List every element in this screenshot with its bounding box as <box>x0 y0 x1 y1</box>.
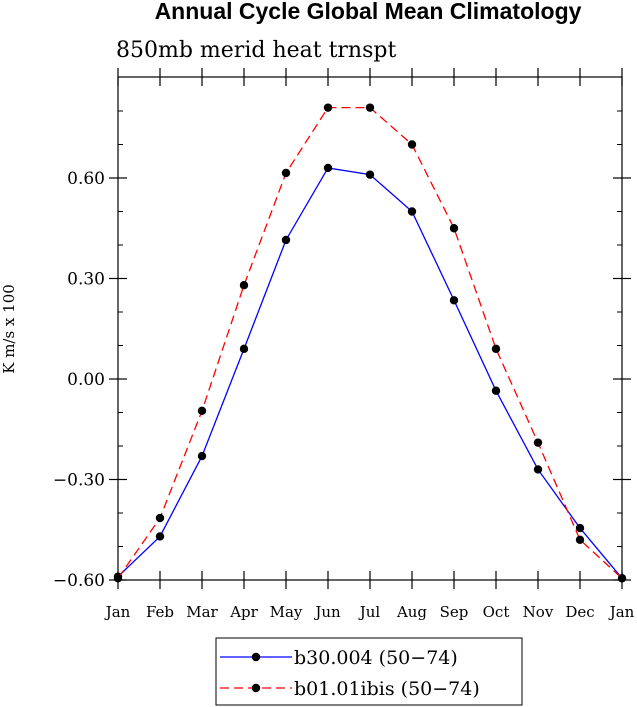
y-axis-ticks: −0.60 −0.30 0.00 0.30 0.60 <box>53 110 631 591</box>
x-tick-label: Apr <box>229 603 258 621</box>
chart-subtitle: 850mb merid heat trnspt <box>116 38 396 63</box>
x-tick-label: May <box>270 603 303 621</box>
series-1-point <box>491 344 501 354</box>
series-1-point <box>113 574 123 583</box>
series-1-point <box>407 140 417 149</box>
series-1-point <box>323 103 333 112</box>
series-0-point <box>155 532 165 541</box>
y-tick-label: 0.60 <box>67 169 105 189</box>
x-tick-label: Jan <box>104 603 131 621</box>
series-0-point <box>239 344 249 354</box>
series-1-point <box>449 224 459 233</box>
series-layer <box>113 103 627 583</box>
series-1-point <box>197 406 207 416</box>
y-tick-label: −0.30 <box>53 471 105 491</box>
y-tick-label: −0.60 <box>53 571 105 591</box>
x-tick-label: Oct <box>483 603 510 621</box>
legend-box <box>215 637 523 706</box>
x-tick-label: Jan <box>608 603 635 621</box>
x-tick-label: Jun <box>313 603 341 621</box>
series-1-point <box>155 513 165 523</box>
series-0-point <box>323 163 333 173</box>
series-1-point <box>281 168 291 178</box>
series-0-point <box>197 451 207 461</box>
y-tick-label: 0.00 <box>67 370 105 390</box>
legend-marker-1 <box>251 683 261 693</box>
x-tick-label: Feb <box>146 603 174 621</box>
series-0-point <box>407 207 417 216</box>
y-axis-label: K m/s x 100 <box>0 284 18 374</box>
series-0-point <box>575 523 585 533</box>
x-tick-label: Nov <box>523 603 554 621</box>
plot-area <box>117 76 623 581</box>
series-0-point <box>491 386 501 395</box>
x-tick-label: Aug <box>396 603 427 621</box>
legend-label-0: b30.004 (50−74) <box>294 647 458 669</box>
legend: b30.004 (50−74) b01.01ibis (50−74) <box>215 637 523 706</box>
series-0-point <box>449 296 459 305</box>
series-0-point <box>533 465 543 474</box>
chart-title: Annual Cycle Global Mean Climatology <box>155 0 582 24</box>
series-0-point <box>365 170 375 179</box>
series-line-0 <box>117 167 623 579</box>
x-tick-label: Jul <box>358 603 381 621</box>
y-tick-label: 0.30 <box>67 270 105 290</box>
legend-label-1: b01.01ibis (50−74) <box>294 678 480 700</box>
series-0-point <box>281 235 291 245</box>
x-tick-label: Sep <box>440 603 469 621</box>
series-1-point <box>239 281 249 290</box>
x-tick-label: Mar <box>186 603 218 621</box>
x-tick-label: Dec <box>565 603 594 621</box>
series-1-point <box>365 103 375 112</box>
legend-marker-0 <box>251 652 261 662</box>
series-1-point <box>533 438 543 447</box>
series-1-point <box>575 535 585 544</box>
x-axis-ticks: Jan Feb Mar Apr May Jun Jul Aug Sep Oct Nov Dec Jan <box>104 68 635 621</box>
series-1-point <box>617 574 627 583</box>
